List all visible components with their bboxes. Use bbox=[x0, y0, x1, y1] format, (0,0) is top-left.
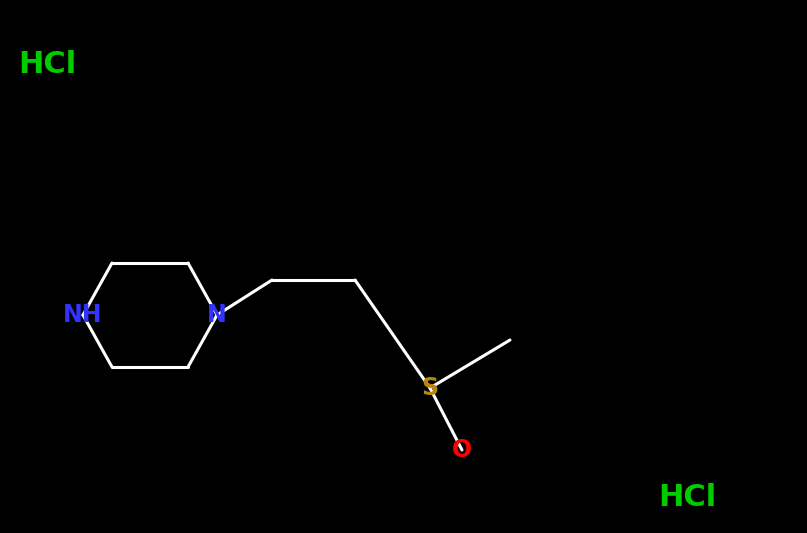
Text: O: O bbox=[452, 438, 472, 462]
Text: N: N bbox=[207, 303, 227, 327]
Text: HCl: HCl bbox=[658, 483, 717, 512]
Text: S: S bbox=[421, 376, 438, 400]
Text: HCl: HCl bbox=[18, 50, 76, 79]
Text: NH: NH bbox=[63, 303, 102, 327]
